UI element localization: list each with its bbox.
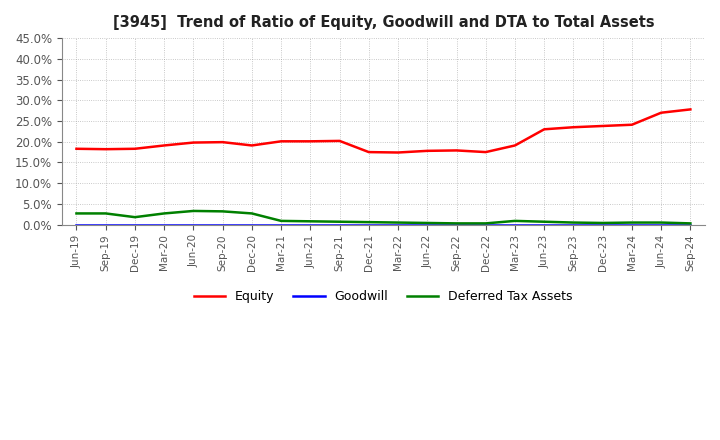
Goodwill [102, 222, 110, 227]
Deferred Tax Assets [364, 220, 373, 225]
Equity [276, 139, 285, 144]
Deferred Tax Assets [248, 211, 256, 216]
Goodwill [628, 222, 636, 227]
Equity [423, 148, 431, 154]
Equity [569, 125, 577, 130]
Goodwill [276, 222, 285, 227]
Goodwill [482, 222, 490, 227]
Equity [657, 110, 665, 115]
Deferred Tax Assets [306, 219, 315, 224]
Goodwill [423, 222, 431, 227]
Equity [482, 150, 490, 155]
Deferred Tax Assets [686, 221, 695, 226]
Deferred Tax Assets [628, 220, 636, 225]
Legend: Equity, Goodwill, Deferred Tax Assets: Equity, Goodwill, Deferred Tax Assets [189, 285, 578, 308]
Equity [130, 146, 139, 151]
Equity [336, 138, 344, 143]
Deferred Tax Assets [130, 215, 139, 220]
Goodwill [336, 222, 344, 227]
Equity [364, 150, 373, 155]
Goodwill [657, 222, 665, 227]
Deferred Tax Assets [540, 219, 549, 224]
Deferred Tax Assets [510, 218, 519, 224]
Goodwill [160, 222, 168, 227]
Goodwill [189, 222, 198, 227]
Goodwill [540, 222, 549, 227]
Deferred Tax Assets [189, 208, 198, 213]
Deferred Tax Assets [452, 221, 461, 226]
Goodwill [569, 222, 577, 227]
Deferred Tax Assets [423, 220, 431, 226]
Line: Equity: Equity [76, 110, 690, 153]
Goodwill [510, 222, 519, 227]
Goodwill [306, 222, 315, 227]
Equity [102, 147, 110, 152]
Deferred Tax Assets [598, 220, 607, 226]
Deferred Tax Assets [482, 221, 490, 226]
Title: [3945]  Trend of Ratio of Equity, Goodwill and DTA to Total Assets: [3945] Trend of Ratio of Equity, Goodwil… [112, 15, 654, 30]
Equity [686, 107, 695, 112]
Equity [248, 143, 256, 148]
Goodwill [130, 222, 139, 227]
Goodwill [598, 222, 607, 227]
Deferred Tax Assets [569, 220, 577, 225]
Equity [628, 122, 636, 127]
Deferred Tax Assets [336, 219, 344, 224]
Equity [218, 139, 227, 145]
Deferred Tax Assets [394, 220, 402, 225]
Line: Deferred Tax Assets: Deferred Tax Assets [76, 211, 690, 224]
Deferred Tax Assets [657, 220, 665, 225]
Deferred Tax Assets [160, 211, 168, 216]
Goodwill [218, 222, 227, 227]
Goodwill [364, 222, 373, 227]
Equity [160, 143, 168, 148]
Deferred Tax Assets [276, 218, 285, 224]
Equity [394, 150, 402, 155]
Deferred Tax Assets [72, 211, 81, 216]
Goodwill [394, 222, 402, 227]
Goodwill [686, 222, 695, 227]
Equity [72, 146, 81, 151]
Goodwill [72, 222, 81, 227]
Equity [452, 148, 461, 153]
Deferred Tax Assets [102, 211, 110, 216]
Goodwill [248, 222, 256, 227]
Equity [540, 127, 549, 132]
Equity [306, 139, 315, 144]
Equity [189, 140, 198, 145]
Equity [598, 123, 607, 128]
Equity [510, 143, 519, 148]
Goodwill [452, 222, 461, 227]
Deferred Tax Assets [218, 209, 227, 214]
